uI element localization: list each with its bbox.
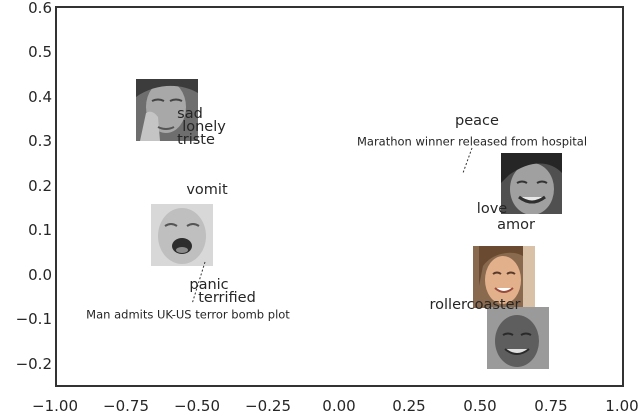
x-tick: 0.50 [463, 397, 497, 415]
word-label-peace: peace [455, 112, 499, 129]
connector-marathon [462, 147, 473, 174]
y-tick: 0.6 [28, 0, 52, 17]
x-tick: 0.75 [534, 397, 568, 415]
crying-woman-face-image [136, 79, 198, 141]
headline-label-marathon: Marathon winner released from hospital [356, 134, 588, 149]
x-tick: −1.00 [32, 397, 78, 415]
crying-baby-face-image [151, 204, 213, 266]
word-label-panic: panic [189, 276, 229, 293]
word-label-vomit: vomit [186, 181, 228, 198]
smiling-child-face-image [487, 307, 549, 369]
x-tick: −0.75 [103, 397, 149, 415]
x-tick: −0.50 [174, 397, 220, 415]
y-tick: 0.0 [28, 266, 52, 284]
y-tick: −0.2 [15, 355, 52, 373]
word-label-terrified: terrified [198, 289, 256, 306]
y-tick: 0.1 [28, 221, 52, 239]
word-label-lonely: lonely [182, 118, 226, 135]
x-tick: 0.25 [392, 397, 426, 415]
connector-terror [191, 261, 206, 305]
word-label-triste: triste [177, 131, 215, 148]
y-tick: 0.3 [28, 132, 52, 150]
x-tick: −0.25 [245, 397, 291, 415]
plot-area [55, 6, 624, 387]
word-label-love: love [476, 200, 508, 217]
smiling-man-face-image [501, 153, 562, 214]
word-label-sad: sad [177, 105, 203, 122]
y-tick: 0.4 [28, 88, 52, 106]
word-label-rollercoaster: rollercoaster [429, 296, 521, 313]
y-tick: 0.2 [28, 177, 52, 195]
word-label-amor: amor [497, 216, 535, 233]
y-tick: 0.5 [28, 43, 52, 61]
y-tick: −0.1 [15, 310, 52, 328]
headline-label-terror: Man admits UK-US terror bomb plot [86, 307, 290, 322]
x-tick: 0.00 [322, 397, 356, 415]
x-tick: 1.00 [605, 397, 639, 415]
smiling-woman-face-image [473, 246, 535, 308]
